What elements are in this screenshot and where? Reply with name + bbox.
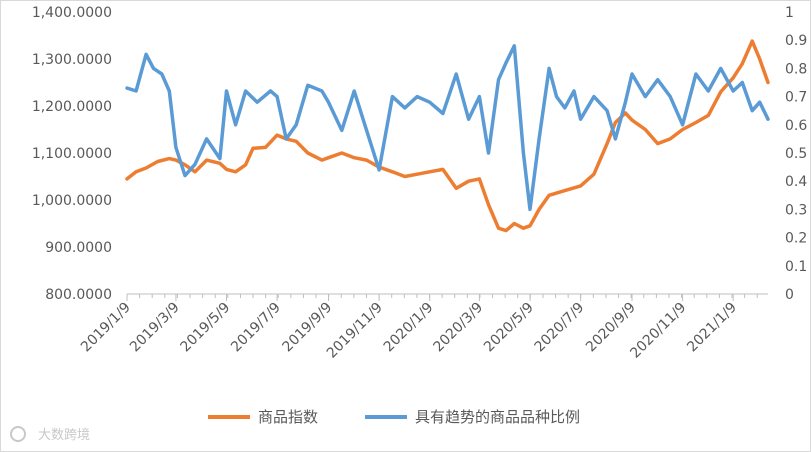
y-left-tick-label: 1,100.0000 xyxy=(32,146,112,162)
watermark: 大数跨境 xyxy=(10,426,90,443)
camera-logo-icon xyxy=(10,426,26,442)
y-right-tick-label: 0.6 xyxy=(785,118,807,134)
y-left-tick-label: 1,400.0000 xyxy=(32,5,112,21)
series-layer xyxy=(125,39,770,233)
y-left-tick-label: 1,000.0000 xyxy=(32,193,112,209)
y-left-tick-label: 1,200.0000 xyxy=(32,99,112,115)
legend-label-ratio: 具有趋势的商品品种比例 xyxy=(415,408,580,426)
legend: 商品指数 具有趋势的商品品种比例 xyxy=(208,408,580,426)
y-right-tick-label: 1 xyxy=(785,5,794,21)
y-left-tick-label: 800.0000 xyxy=(45,287,112,303)
y-right-tick-label: 0.2 xyxy=(785,231,807,247)
y-left-tick-label: 1,300.0000 xyxy=(32,52,112,68)
y-right-tick-label: 0.3 xyxy=(785,202,807,218)
y-right-tick-label: 0.4 xyxy=(785,174,807,190)
y-right-tick-label: 0.1 xyxy=(785,259,807,275)
y-right-tick-label: 0.7 xyxy=(785,90,807,106)
y-right-tick-label: 0.9 xyxy=(785,33,807,49)
series-line-trend-ratio xyxy=(125,44,770,212)
y-right-tick-label: 0 xyxy=(785,287,794,303)
y-right-tick-label: 0.5 xyxy=(785,146,807,162)
series-line-commodity-index xyxy=(125,39,770,233)
watermark-text: 大数跨境 xyxy=(38,428,90,443)
y-left-tick-label: 900.0000 xyxy=(45,240,112,256)
y-right-tick-label: 0.8 xyxy=(785,61,807,77)
legend-label-index: 商品指数 xyxy=(258,408,318,426)
